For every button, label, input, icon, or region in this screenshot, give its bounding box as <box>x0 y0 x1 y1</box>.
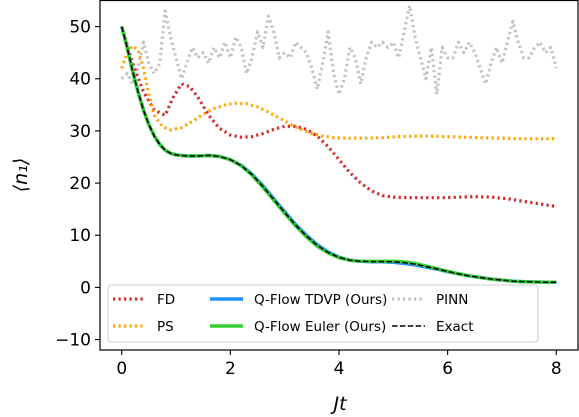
series-line-exact <box>121 26 557 283</box>
legend-items: FD PS Q-Flow TDVP (Ours) Q-Flow Euler (Ours… <box>113 292 474 335</box>
legend-label-fd: FD <box>157 292 175 308</box>
x-tick-label: 4 <box>334 359 345 379</box>
legend: FD PS Q-Flow TDVP (Ours) Q-Flow Euler (Ours… <box>107 284 539 343</box>
y-tick-label: 30 <box>69 122 91 142</box>
legend-label-pinn: PINN <box>436 292 468 308</box>
x-tick-label: 0 <box>116 359 127 379</box>
series-line-pinn <box>120 4 558 96</box>
y-tick-label: 20 <box>69 174 91 194</box>
y-tick-label: 10 <box>69 226 91 246</box>
y-tick-label: 40 <box>69 70 91 90</box>
x-axis-ticks: 0 2 4 6 8 <box>116 350 562 379</box>
x-axis-label: Jt <box>329 393 348 415</box>
y-tick-label: 0 <box>80 278 91 298</box>
series-line-fd <box>120 26 557 209</box>
x-tick-label: 2 <box>225 359 236 379</box>
legend-label-exact: Exact <box>436 319 474 335</box>
y-axis-ticks: −10 0 10 20 30 40 50 <box>55 18 100 351</box>
legend-label-q-flow-euler-ours: Q-Flow Euler (Ours) <box>254 319 386 335</box>
legend-label-q-flow-tdvp-ours: Q-Flow TDVP (Ours) <box>254 292 387 308</box>
y-axis-label: ⟨n₁⟩ <box>10 158 32 192</box>
legend-label-ps: PS <box>157 319 174 335</box>
y-tick-label: −10 <box>55 331 91 351</box>
y-tick-label: 50 <box>69 18 91 38</box>
x-tick-label: 6 <box>442 359 453 379</box>
series-line-ps <box>120 44 557 141</box>
plot-lines <box>120 4 558 284</box>
x-tick-label: 8 <box>551 359 562 379</box>
